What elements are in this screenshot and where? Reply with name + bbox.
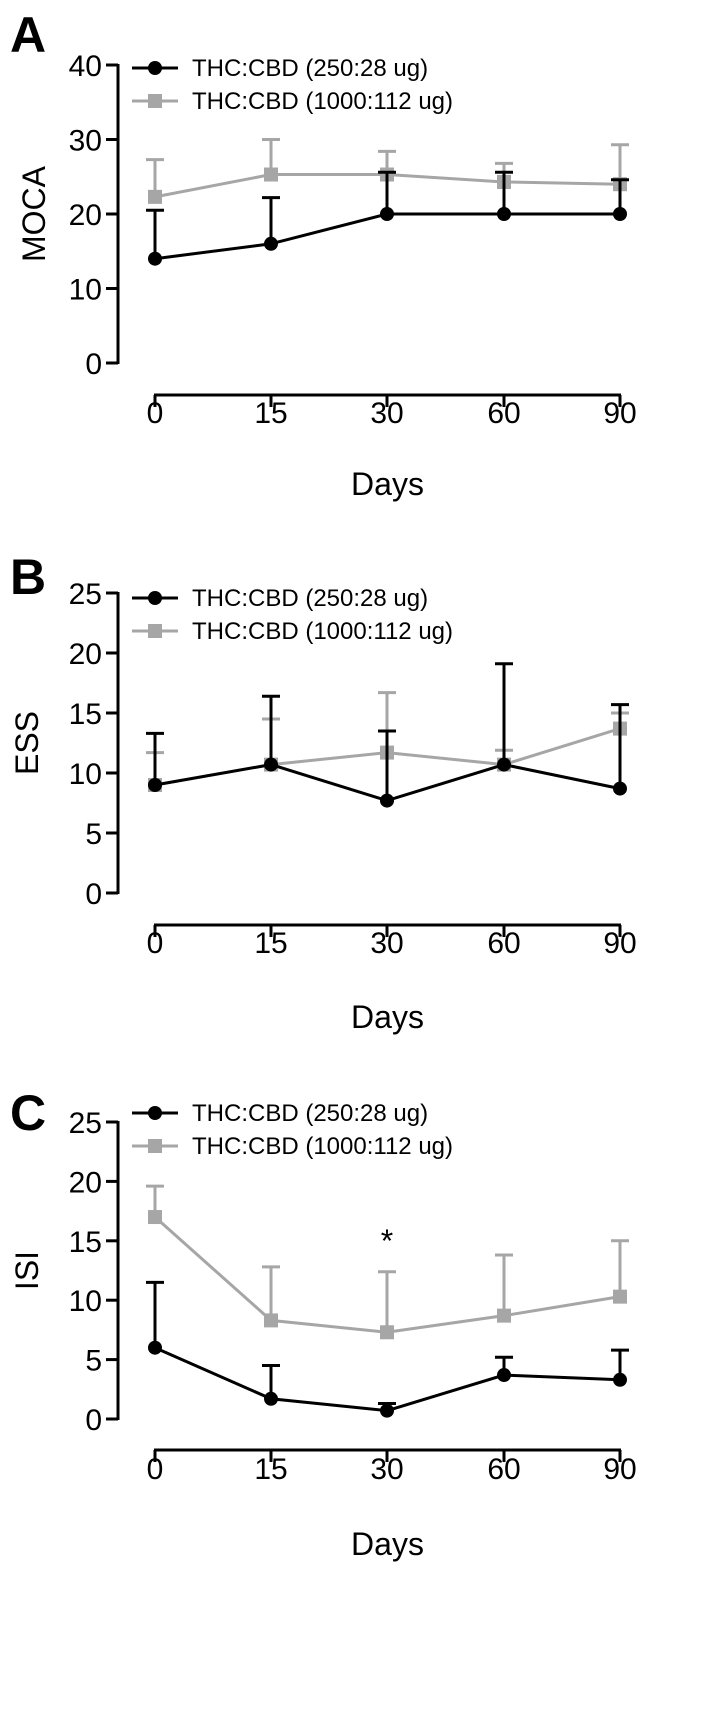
x-tick-label: 60: [487, 1453, 520, 1486]
data-point: [613, 781, 627, 796]
x-tick-label: 0: [147, 397, 164, 430]
legend-label: THC:CBD (1000:112 ug): [192, 1133, 453, 1160]
x-axis-title: Days: [351, 999, 424, 1035]
y-tick-label: 40: [69, 50, 102, 83]
y-tick-label: 10: [69, 1285, 102, 1318]
legend-swatch-marker: [148, 591, 162, 605]
isi-chart: 0 5 10 15 20 25 0 15 30 60 90 Days ISI THC:CBD (250:2…: [9, 1100, 637, 1562]
legend-swatch-marker: [148, 94, 162, 108]
y-axis-title: ESS: [9, 711, 45, 775]
legend-label: THC:CBD (1000:112 ug): [192, 88, 453, 115]
y-axis-title: MOCA: [16, 165, 52, 262]
series-line: [154, 1346, 621, 1413]
x-axis-title: Days: [351, 1526, 424, 1562]
x-tick-label: 0: [147, 1453, 164, 1486]
panel-letter-c: C: [10, 1085, 46, 1141]
data-point: [264, 167, 278, 182]
data-point: [497, 757, 511, 772]
series-low-dose: [146, 170, 629, 266]
y-tick-label: 15: [69, 698, 102, 731]
data-point: [264, 757, 278, 772]
y-tick-label: 15: [69, 1226, 102, 1259]
y-tick-label: 25: [69, 1107, 102, 1140]
x-tick-label: 15: [254, 1453, 287, 1486]
panel-letter-a: A: [10, 7, 46, 63]
data-point: [497, 1308, 511, 1323]
legend-swatch-marker: [148, 1106, 162, 1120]
data-point: [497, 1368, 511, 1383]
x-tick-label: 90: [603, 1453, 636, 1486]
data-point: [148, 251, 162, 266]
y-axis-title: ISI: [9, 1251, 45, 1290]
x-tick-label: 0: [147, 927, 164, 960]
x-tick-label: 60: [487, 397, 520, 430]
significance-asterisk: *: [381, 1223, 393, 1259]
series-low-dose: [146, 662, 629, 808]
y-tick-label: 20: [69, 638, 102, 671]
x-tick-label: 15: [254, 397, 287, 430]
moca-chart: 0 10 20 30 40 0 15 30 60 90 Days MOCA THC:CBD (250:2…: [16, 50, 637, 502]
legend-swatch-marker: [148, 1139, 162, 1153]
ess-chart: 0 5 10 15 20 25 0 15 30 60 90 Days ESS THC:CBD (250:2…: [9, 578, 637, 1035]
data-point: [380, 207, 394, 221]
legend-label: THC:CBD (250:28 ug): [192, 585, 428, 612]
data-point: [380, 793, 394, 808]
series-low-dose: [146, 1280, 629, 1418]
x-tick-label: 30: [370, 1453, 403, 1486]
legend-swatch-marker: [148, 624, 162, 638]
legend-swatch-marker: [148, 61, 162, 75]
y-tick-label: 0: [85, 878, 102, 911]
data-point: [613, 1372, 627, 1387]
data-point: [148, 189, 162, 204]
data-point: [264, 1313, 278, 1328]
y-tick-label: 5: [85, 1345, 102, 1378]
legend-label: THC:CBD (1000:112 ug): [192, 618, 453, 645]
x-tick-label: 30: [370, 397, 403, 430]
data-point: [148, 778, 162, 792]
data-point: [148, 1210, 162, 1225]
y-tick-label: 10: [69, 274, 102, 307]
panel-letter-b: B: [10, 549, 46, 605]
data-point: [264, 236, 278, 251]
y-tick-label: 10: [69, 758, 102, 791]
data-point: [380, 1325, 394, 1340]
data-point: [497, 207, 511, 221]
x-tick-label: 90: [603, 927, 636, 960]
y-tick-label: 0: [85, 1404, 102, 1437]
y-tick-label: 0: [85, 348, 102, 381]
x-tick-label: 15: [254, 927, 287, 960]
y-tick-label: 20: [69, 1166, 102, 1199]
data-point: [264, 1391, 278, 1406]
x-tick-label: 30: [370, 927, 403, 960]
data-point: [380, 1403, 394, 1418]
y-tick-label: 25: [69, 578, 102, 611]
x-tick-label: 90: [603, 397, 636, 430]
y-tick-label: 20: [69, 199, 102, 232]
legend-label: THC:CBD (250:28 ug): [192, 55, 428, 82]
series-high-dose: [146, 1184, 629, 1340]
data-point: [613, 1289, 627, 1304]
data-point: [613, 207, 627, 221]
data-point: [148, 1340, 162, 1355]
x-tick-label: 60: [487, 927, 520, 960]
y-tick-label: 30: [69, 125, 102, 158]
legend-label: THC:CBD (250:28 ug): [192, 1100, 428, 1127]
x-axis-title: Days: [351, 466, 424, 502]
y-tick-label: 5: [85, 818, 102, 851]
